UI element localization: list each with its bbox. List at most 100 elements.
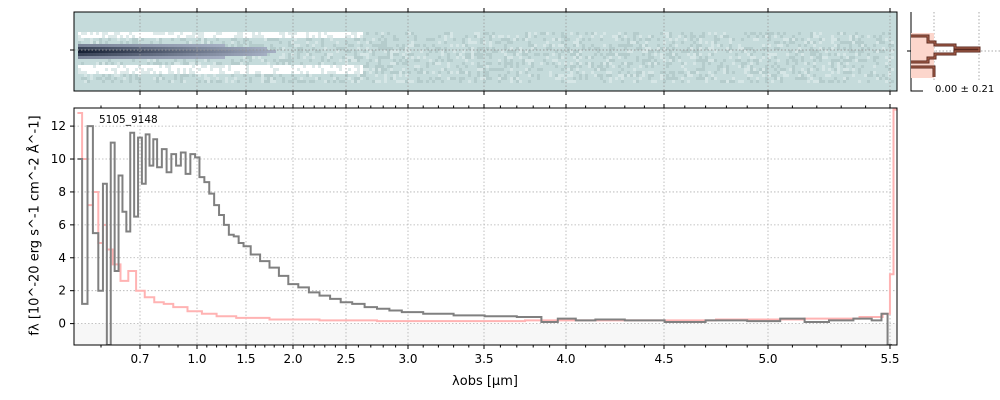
2d-pixel [294, 38, 297, 41]
2d-pixel [588, 56, 591, 59]
2d-pixel [219, 35, 222, 38]
2d-pixel [342, 56, 345, 59]
2d-pixel [81, 35, 84, 38]
2d-pixel [105, 71, 108, 74]
2d-pixel [273, 59, 276, 62]
2d-pixel [459, 77, 462, 80]
2d-pixel [423, 44, 426, 47]
2d-pixel [135, 56, 138, 59]
2d-pixel [270, 77, 273, 80]
2d-pixel [108, 74, 111, 77]
2d-pixel [210, 44, 213, 47]
2d-pixel [630, 50, 633, 53]
2d-pixel [96, 50, 99, 53]
2d-pixel [573, 41, 576, 44]
2d-pixel [528, 32, 531, 35]
2d-pixel [552, 53, 555, 56]
2d-pixel [798, 50, 801, 53]
histogram-annotation: 0.00 ± 0.21 [935, 84, 995, 95]
2d-pixel [273, 71, 276, 74]
2d-pixel [405, 50, 408, 53]
2d-pixel [567, 47, 570, 50]
2d-pixel [165, 65, 168, 68]
2d-pixel [138, 53, 141, 56]
2d-pixel [402, 44, 405, 47]
2d-pixel [627, 74, 630, 77]
2d-pixel [405, 32, 408, 35]
2d-pixel [672, 59, 675, 62]
2d-pixel [471, 53, 474, 56]
2d-pixel [777, 77, 780, 80]
2d-pixel [837, 59, 840, 62]
2d-pixel [462, 41, 465, 44]
2d-pixel [105, 32, 108, 35]
2d-pixel [288, 71, 291, 74]
2d-pixel [684, 74, 687, 77]
2d-pixel [675, 44, 678, 47]
2d-pixel [666, 53, 669, 56]
2d-pixel [342, 68, 345, 71]
2d-pixel [105, 41, 108, 44]
2d-pixel [168, 80, 171, 83]
2d-pixel [207, 32, 210, 35]
2d-pixel [129, 44, 132, 47]
2d-pixel [618, 65, 621, 68]
2d-pixel [777, 65, 780, 68]
2d-pixel [798, 74, 801, 77]
2d-pixel [813, 50, 816, 53]
2d-pixel [186, 35, 189, 38]
2d-pixel [228, 50, 231, 53]
2d-pixel [120, 47, 123, 50]
2d-pixel [222, 47, 225, 50]
2d-pixel [669, 62, 672, 65]
2d-pixel [129, 50, 132, 53]
hist-step [911, 35, 980, 77]
2d-pixel [357, 59, 360, 62]
2d-pixel [780, 35, 783, 38]
2d-pixel [312, 44, 315, 47]
2d-pixel [210, 65, 213, 68]
2d-pixel [105, 56, 108, 59]
2d-pixel [858, 68, 861, 71]
2d-pixel [516, 38, 519, 41]
2d-pixel [564, 77, 567, 80]
2d-pixel [381, 41, 384, 44]
2d-pixel [543, 44, 546, 47]
2d-pixel [765, 77, 768, 80]
2d-pixel [552, 62, 555, 65]
2d-pixel [375, 74, 378, 77]
x-axis-label: λobs [μm] [452, 374, 518, 389]
2d-pixel [543, 53, 546, 56]
2d-pixel [330, 35, 333, 38]
2d-pixel [282, 35, 285, 38]
2d-pixel [711, 53, 714, 56]
2d-pixel [312, 71, 315, 74]
2d-pixel [144, 35, 147, 38]
2d-pixel [213, 32, 216, 35]
2d-pixel [696, 38, 699, 41]
2d-pixel [873, 59, 876, 62]
2d-pixel [135, 44, 138, 47]
2d-pixel [324, 68, 327, 71]
2d-pixel [309, 38, 312, 41]
2d-pixel [423, 71, 426, 74]
2d-pixel [276, 38, 279, 41]
2d-pixel [441, 53, 444, 56]
2d-pixel [453, 50, 456, 53]
2d-pixel [255, 47, 258, 50]
2d-pixel [429, 50, 432, 53]
2d-pixel [288, 68, 291, 71]
2d-pixel [489, 62, 492, 65]
2d-pixel [231, 41, 234, 44]
2d-pixel [243, 65, 246, 68]
2d-pixel [144, 53, 147, 56]
2d-pixel [477, 35, 480, 38]
2d-pixel [846, 71, 849, 74]
2d-pixel [147, 59, 150, 62]
2d-pixel [258, 44, 261, 47]
2d-pixel [531, 44, 534, 47]
2d-pixel [183, 32, 186, 35]
2d-pixel [264, 68, 267, 71]
2d-pixel [786, 38, 789, 41]
2d-pixel [117, 62, 120, 65]
